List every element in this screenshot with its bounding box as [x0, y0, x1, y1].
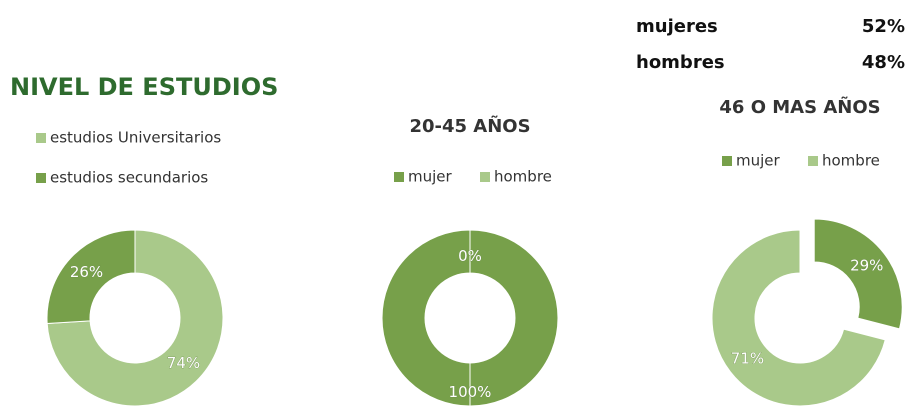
summary-label: mujeres: [636, 16, 718, 37]
legend-swatch: [722, 156, 732, 166]
legend-label: hombre: [822, 152, 880, 170]
data-label: 100%: [449, 383, 492, 401]
legend-swatch: [394, 172, 404, 182]
donut-segment: [46, 229, 136, 325]
donut-segment: [711, 229, 886, 407]
chart-title: 20-45 AÑOS: [409, 114, 530, 137]
legend-label: mujer: [736, 152, 781, 170]
legend-label: estudios secundarios: [50, 169, 208, 187]
donut-segment: [46, 229, 224, 407]
summary-value: 48%: [862, 52, 905, 73]
data-label: 74%: [167, 354, 200, 372]
donut-segment: [813, 218, 903, 330]
data-label: 0%: [458, 247, 482, 265]
legend-label: mujer: [408, 168, 453, 186]
legend-swatch: [480, 172, 490, 182]
legend-swatch: [808, 156, 818, 166]
donut-segment: [381, 229, 559, 407]
legend-label: hombre: [494, 168, 552, 186]
chart-title: NIVEL DE ESTUDIOS: [10, 73, 278, 101]
summary-value: 52%: [862, 16, 905, 37]
data-label: 71%: [731, 349, 764, 367]
data-label: 26%: [70, 263, 103, 281]
chart-title: 46 O MAS AÑOS: [719, 95, 880, 118]
legend-swatch: [36, 173, 46, 183]
legend-swatch: [36, 133, 46, 143]
summary-label: hombres: [636, 52, 725, 73]
data-label: 29%: [850, 257, 883, 275]
legend-label: estudios Universitarios: [50, 129, 221, 147]
